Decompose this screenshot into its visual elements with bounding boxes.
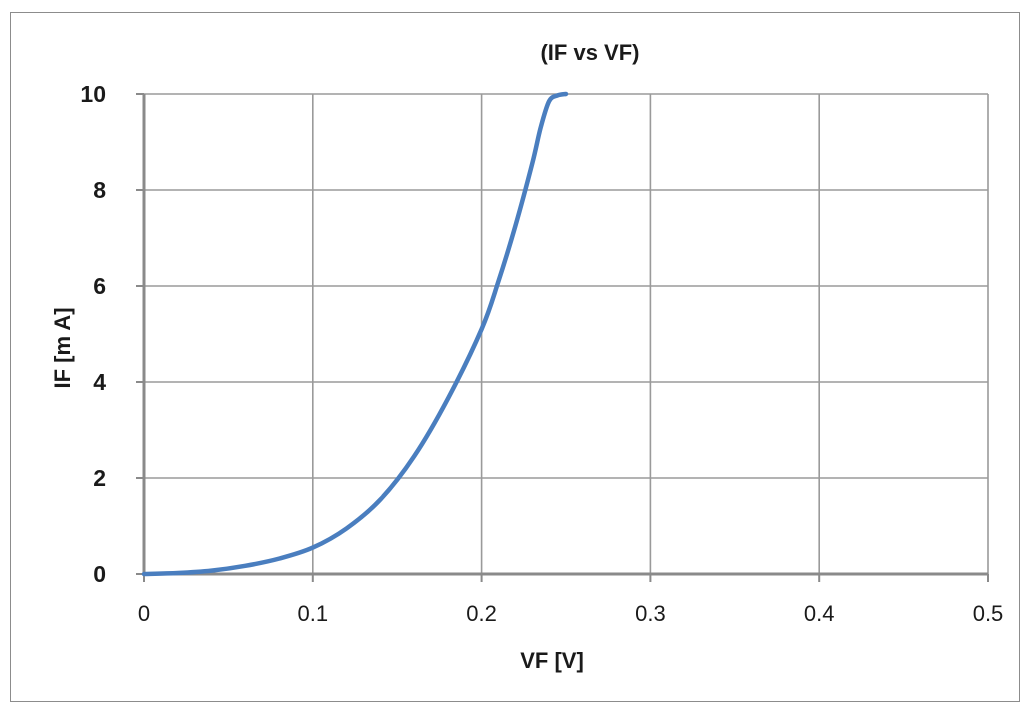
x-tick-label: 0.1 — [298, 601, 329, 626]
x-tick-label: 0.4 — [804, 601, 835, 626]
x-ticks: 0 0.1 0.2 0.3 0.4 0.5 — [138, 601, 1003, 626]
y-tick-label: 0 — [93, 561, 106, 587]
x-tick-label: 0.2 — [466, 601, 497, 626]
chart-title: (IF vs VF) — [540, 40, 639, 65]
y-tick-label: 2 — [93, 465, 106, 491]
axes — [136, 93, 989, 582]
y-tick-label: 8 — [93, 177, 106, 203]
chart-frame — [10, 12, 1020, 702]
y-tick-label: 10 — [80, 81, 106, 107]
chart: 0 2 4 6 8 10 0 0.1 0.2 0.3 0.4 0.5 (IF vs VF) VF [… — [50, 40, 1003, 673]
y-axis-label: IF [m A] — [50, 307, 75, 388]
x-axis-label: VF [V] — [520, 648, 584, 673]
x-tick-label: 0 — [138, 601, 150, 626]
y-tick-label: 4 — [93, 369, 106, 395]
y-tick-label: 6 — [93, 273, 106, 299]
x-tick-label: 0.3 — [635, 601, 666, 626]
x-tick-label: 0.5 — [973, 601, 1004, 626]
series-line — [141, 91, 569, 577]
y-ticks: 0 2 4 6 8 10 — [80, 81, 106, 587]
grid — [143, 93, 989, 575]
